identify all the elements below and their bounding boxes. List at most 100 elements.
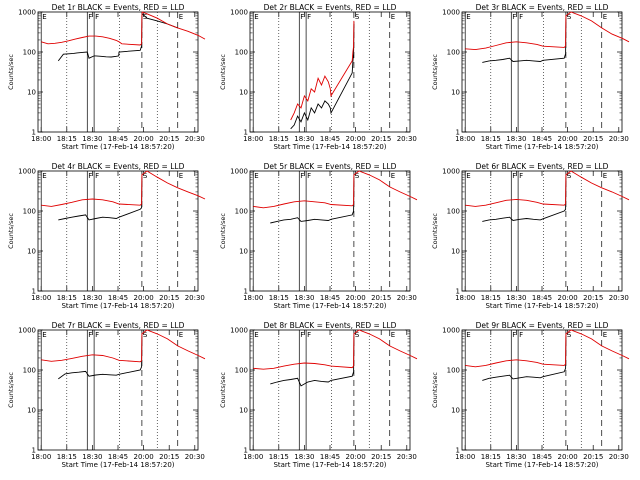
y-tick-label: 1 (456, 129, 460, 137)
event-marker-label: F (307, 172, 311, 180)
y-axis-label: Counts/sec (7, 372, 15, 408)
y-tick-label: 1 (456, 447, 460, 455)
event-marker-label: E (466, 13, 470, 21)
x-tick-label: 20:15 (583, 135, 603, 143)
y-tick-label: 10 (27, 407, 36, 415)
panel-det-9r: Det 9r BLACK = Events, RED = LLD 1 10 100 10… (431, 321, 630, 469)
y-tick-label: 10 (239, 89, 248, 97)
event-marker-label: F (519, 13, 523, 21)
plot-frame (461, 170, 623, 292)
x-tick-label: 20:15 (371, 294, 391, 302)
event-marker-label: E (254, 172, 258, 180)
y-tick-label: 1000 (18, 168, 36, 176)
panel-title: Det 2r BLACK = Events, RED = LLD (264, 3, 397, 12)
series-line-lld (465, 11, 630, 51)
x-tick-label: 18:30 (82, 294, 102, 302)
x-tick-label: 20:00 (346, 294, 366, 302)
panel-det-7r: Det 7r BLACK = Events, RED = LLD 1 10 100 10… (7, 321, 206, 469)
y-tick-label: 1 (244, 288, 248, 296)
y-tick-label: 1000 (230, 9, 248, 17)
series-line-events (57, 12, 178, 62)
event-marker-label: F (512, 172, 516, 180)
plot-frame (249, 170, 411, 292)
panel-det-2r: Det 2r BLACK = Events, RED = LLD 1 10 100 10… (219, 3, 417, 151)
x-tick-label: 18:45 (320, 135, 340, 143)
event-marker-label: S (355, 331, 360, 339)
x-axis-label: Start Time (17-Feb-14 18:57:20) (273, 143, 386, 151)
x-tick-label: 18:00 (455, 135, 475, 143)
event-marker-label: F (300, 13, 304, 21)
y-tick-label: 1 (32, 288, 36, 296)
plot-frame (249, 329, 411, 451)
event-marker-label: F (300, 331, 304, 339)
y-axis-label: Counts/sec (431, 54, 439, 90)
panel-det-8r: Det 8r BLACK = Events, RED = LLD 1 10 100 10… (219, 321, 418, 469)
y-axis-label: Counts/sec (7, 54, 15, 90)
y-axis-label: Counts/sec (431, 213, 439, 249)
y-tick-label: 1000 (18, 9, 36, 17)
series-line-lld (41, 11, 206, 46)
event-marker-label: F (519, 172, 523, 180)
event-marker-label: F (88, 172, 92, 180)
x-tick-label: 20:30 (185, 294, 205, 302)
event-marker-label: E (42, 331, 46, 339)
x-tick-label: 18:45 (320, 294, 340, 302)
panel-title: Det 4r BLACK = Events, RED = LLD (52, 162, 185, 171)
x-tick-label: 20:00 (558, 135, 578, 143)
x-tick-label: 18:00 (31, 294, 51, 302)
y-tick-label: 10 (27, 248, 36, 256)
plot-frame (37, 329, 199, 451)
series-line-events (482, 177, 567, 222)
x-tick-label: 18:45 (532, 294, 552, 302)
y-axis-label: Counts/sec (219, 213, 227, 249)
x-tick-label: 18:00 (31, 135, 51, 143)
event-marker-label: E (466, 172, 470, 180)
x-tick-label: 18:15 (57, 453, 77, 461)
x-tick-label: 20:30 (609, 453, 629, 461)
series-line-lld (465, 170, 630, 207)
x-tick-label: 18:45 (532, 453, 552, 461)
event-marker-label: E (466, 331, 470, 339)
panel-det-3r: Det 3r BLACK = Events, RED = LLD 1 10 100 10… (431, 3, 630, 151)
y-tick-label: 10 (451, 89, 460, 97)
x-tick-label: 20:00 (558, 294, 578, 302)
x-tick-label: 18:15 (57, 294, 77, 302)
x-tick-label: 20:15 (583, 453, 603, 461)
y-tick-label: 1 (456, 288, 460, 296)
y-tick-label: 1 (32, 447, 36, 455)
x-tick-label: 18:45 (532, 135, 552, 143)
event-marker-label: E (179, 331, 183, 339)
y-tick-label: 1000 (18, 327, 36, 335)
y-tick-label: 1000 (442, 9, 460, 17)
x-tick-label: 18:00 (243, 453, 263, 461)
panel-det-4r: Det 4r BLACK = Events, RED = LLD 1 10 100 10… (7, 162, 206, 310)
x-tick-label: 20:15 (159, 135, 179, 143)
plot-frame (461, 329, 623, 451)
y-tick-label: 10 (239, 248, 248, 256)
x-tick-label: 20:15 (371, 453, 391, 461)
x-tick-label: 20:30 (609, 294, 629, 302)
event-marker-label: F (512, 13, 516, 21)
x-tick-label: 20:15 (159, 453, 179, 461)
panel-det-6r: Det 6r BLACK = Events, RED = LLD 1 10 100 10… (431, 162, 630, 310)
y-tick-label: 10 (239, 407, 248, 415)
event-marker-label: F (512, 331, 516, 339)
series-line-lld (290, 20, 355, 121)
panel-title: Det 6r BLACK = Events, RED = LLD (476, 162, 609, 171)
event-marker-label: E (391, 172, 395, 180)
event-marker-label: F (88, 13, 92, 21)
event-marker-label: S (567, 13, 572, 21)
x-tick-label: 18:45 (320, 453, 340, 461)
x-tick-label: 18:15 (269, 294, 289, 302)
x-tick-label: 20:30 (185, 135, 205, 143)
event-marker-label: E (391, 331, 395, 339)
x-tick-label: 18:15 (481, 135, 501, 143)
event-marker-label: S (355, 172, 360, 180)
y-tick-label: 1000 (442, 168, 460, 176)
x-tick-label: 18:30 (294, 294, 314, 302)
x-axis-label: Start Time (17-Feb-14 18:57:20) (61, 302, 174, 310)
event-marker-label: E (254, 13, 258, 21)
panel-title: Det 1r BLACK = Events, RED = LLD (52, 3, 185, 12)
panel-det-1r: Det 1r BLACK = Events, RED = LLD 1 10 100 10… (7, 3, 206, 151)
